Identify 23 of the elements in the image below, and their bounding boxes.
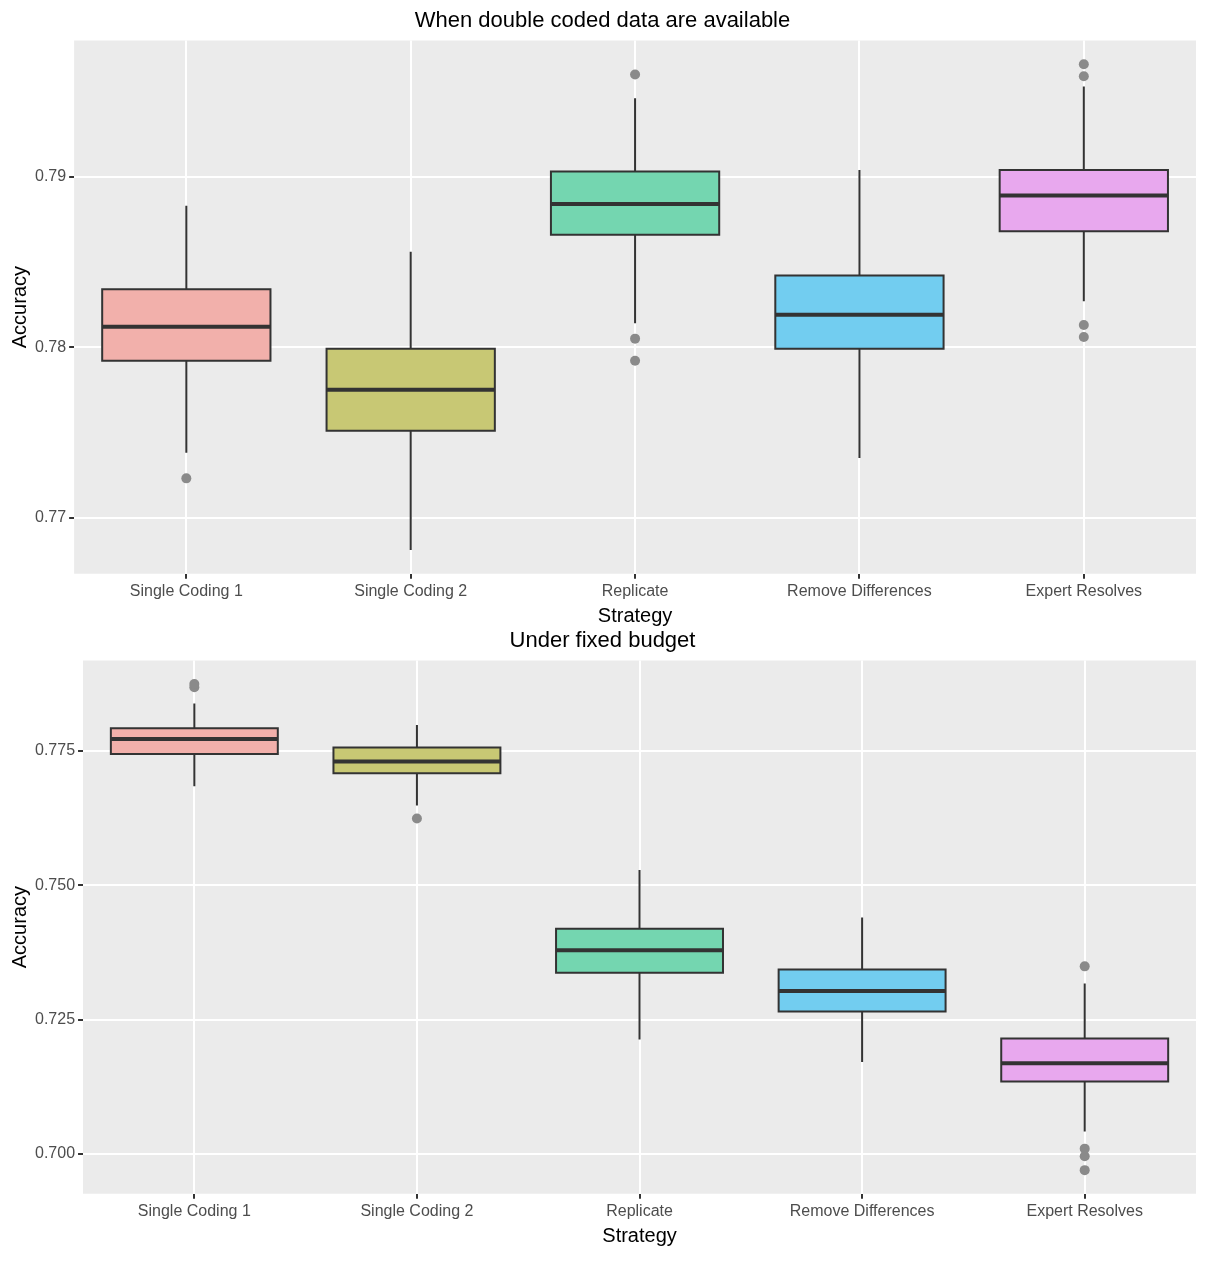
x-axis-title: Strategy <box>597 603 673 626</box>
y-tick-label: 0.725 <box>34 1009 76 1027</box>
x-tick-label: Single Coding 1 <box>129 581 243 599</box>
x-tick-label: Replicate <box>606 1201 673 1219</box>
x-tick-label: Expert Resolves <box>1026 1201 1143 1219</box>
x-tick-label: Single Coding 2 <box>360 1201 474 1219</box>
chart-title: When double coded data are available <box>414 7 791 33</box>
y-tick-label: 0.750 <box>34 875 76 893</box>
x-tick-label: Single Coding 1 <box>137 1201 251 1219</box>
y-tick-label: 0.77 <box>35 507 67 525</box>
chart-title: Under fixed budget <box>509 627 696 653</box>
x-tick-label: Remove Differences <box>787 581 932 599</box>
x-tick-label: Replicate <box>601 581 669 599</box>
y-axis-title: Accuracy <box>7 885 30 969</box>
y-axis-title: Accuracy <box>7 265 30 349</box>
y-tick-label: 0.700 <box>34 1144 76 1162</box>
y-tick-label: 0.775 <box>34 741 76 759</box>
x-axis-title: Strategy <box>602 1223 677 1246</box>
x-tick-label: Expert Resolves <box>1025 581 1143 599</box>
y-tick-label: 0.79 <box>35 167 67 185</box>
y-tick-label: 0.78 <box>35 337 67 355</box>
x-tick-label: Single Coding 2 <box>354 581 468 599</box>
x-tick-label: Remove Differences <box>789 1201 935 1219</box>
